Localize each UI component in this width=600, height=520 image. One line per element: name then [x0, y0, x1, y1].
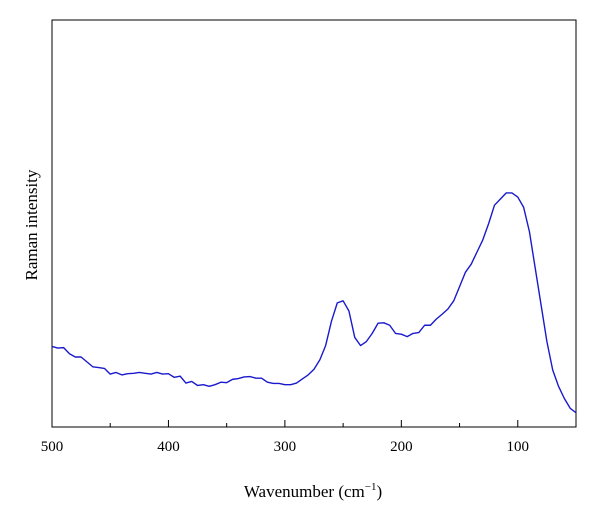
x-axis-title-close: ): [376, 482, 382, 501]
x-axis-title: Wavenumber (cm−1): [244, 481, 382, 501]
x-tick-label: 200: [390, 439, 413, 455]
x-tick-label: 300: [274, 439, 297, 455]
x-tick-label: 400: [157, 439, 180, 455]
plot-frame: [51, 19, 577, 428]
x-axis-ticks: 500 400 300 200 100: [41, 420, 529, 455]
x-tick-label: 100: [507, 439, 530, 455]
spectrum-line: [51, 192, 577, 414]
x-tick-label: 500: [41, 439, 64, 455]
x-axis-title-exponent: −1: [365, 481, 377, 493]
x-axis-title-main: Wavenumber (cm: [244, 482, 365, 501]
y-axis-title: Raman intensity: [22, 169, 41, 280]
